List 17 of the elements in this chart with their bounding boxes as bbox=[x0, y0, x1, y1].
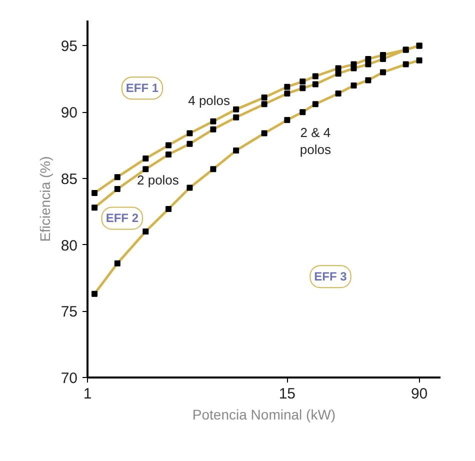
y-tick-label: 85 bbox=[60, 170, 78, 188]
y-tick-label: 95 bbox=[60, 38, 78, 56]
series-label: 2 polos bbox=[136, 172, 180, 188]
x-tick-label: 15 bbox=[278, 386, 296, 402]
annotation: EFF 1 bbox=[126, 81, 159, 96]
y-tick-label: 80 bbox=[60, 237, 78, 254]
series-label: 4 polos bbox=[188, 93, 231, 108]
x-axis-title: Potencia Nominal (kW) bbox=[192, 406, 336, 422]
x-tick-label: 1 bbox=[83, 386, 92, 402]
y-tick-label: 70 bbox=[60, 370, 78, 387]
annotation: EFF 3 bbox=[314, 270, 348, 284]
x-tick-label: 90 bbox=[410, 386, 428, 402]
y-tick-label: 75 bbox=[60, 304, 78, 321]
series-label: 2 & 4 polos bbox=[300, 124, 332, 158]
y-axis-title: Eficiencia (%) bbox=[36, 156, 53, 242]
y-tick-label: 90 bbox=[60, 104, 78, 122]
annotation: EFF 2 bbox=[106, 211, 139, 226]
